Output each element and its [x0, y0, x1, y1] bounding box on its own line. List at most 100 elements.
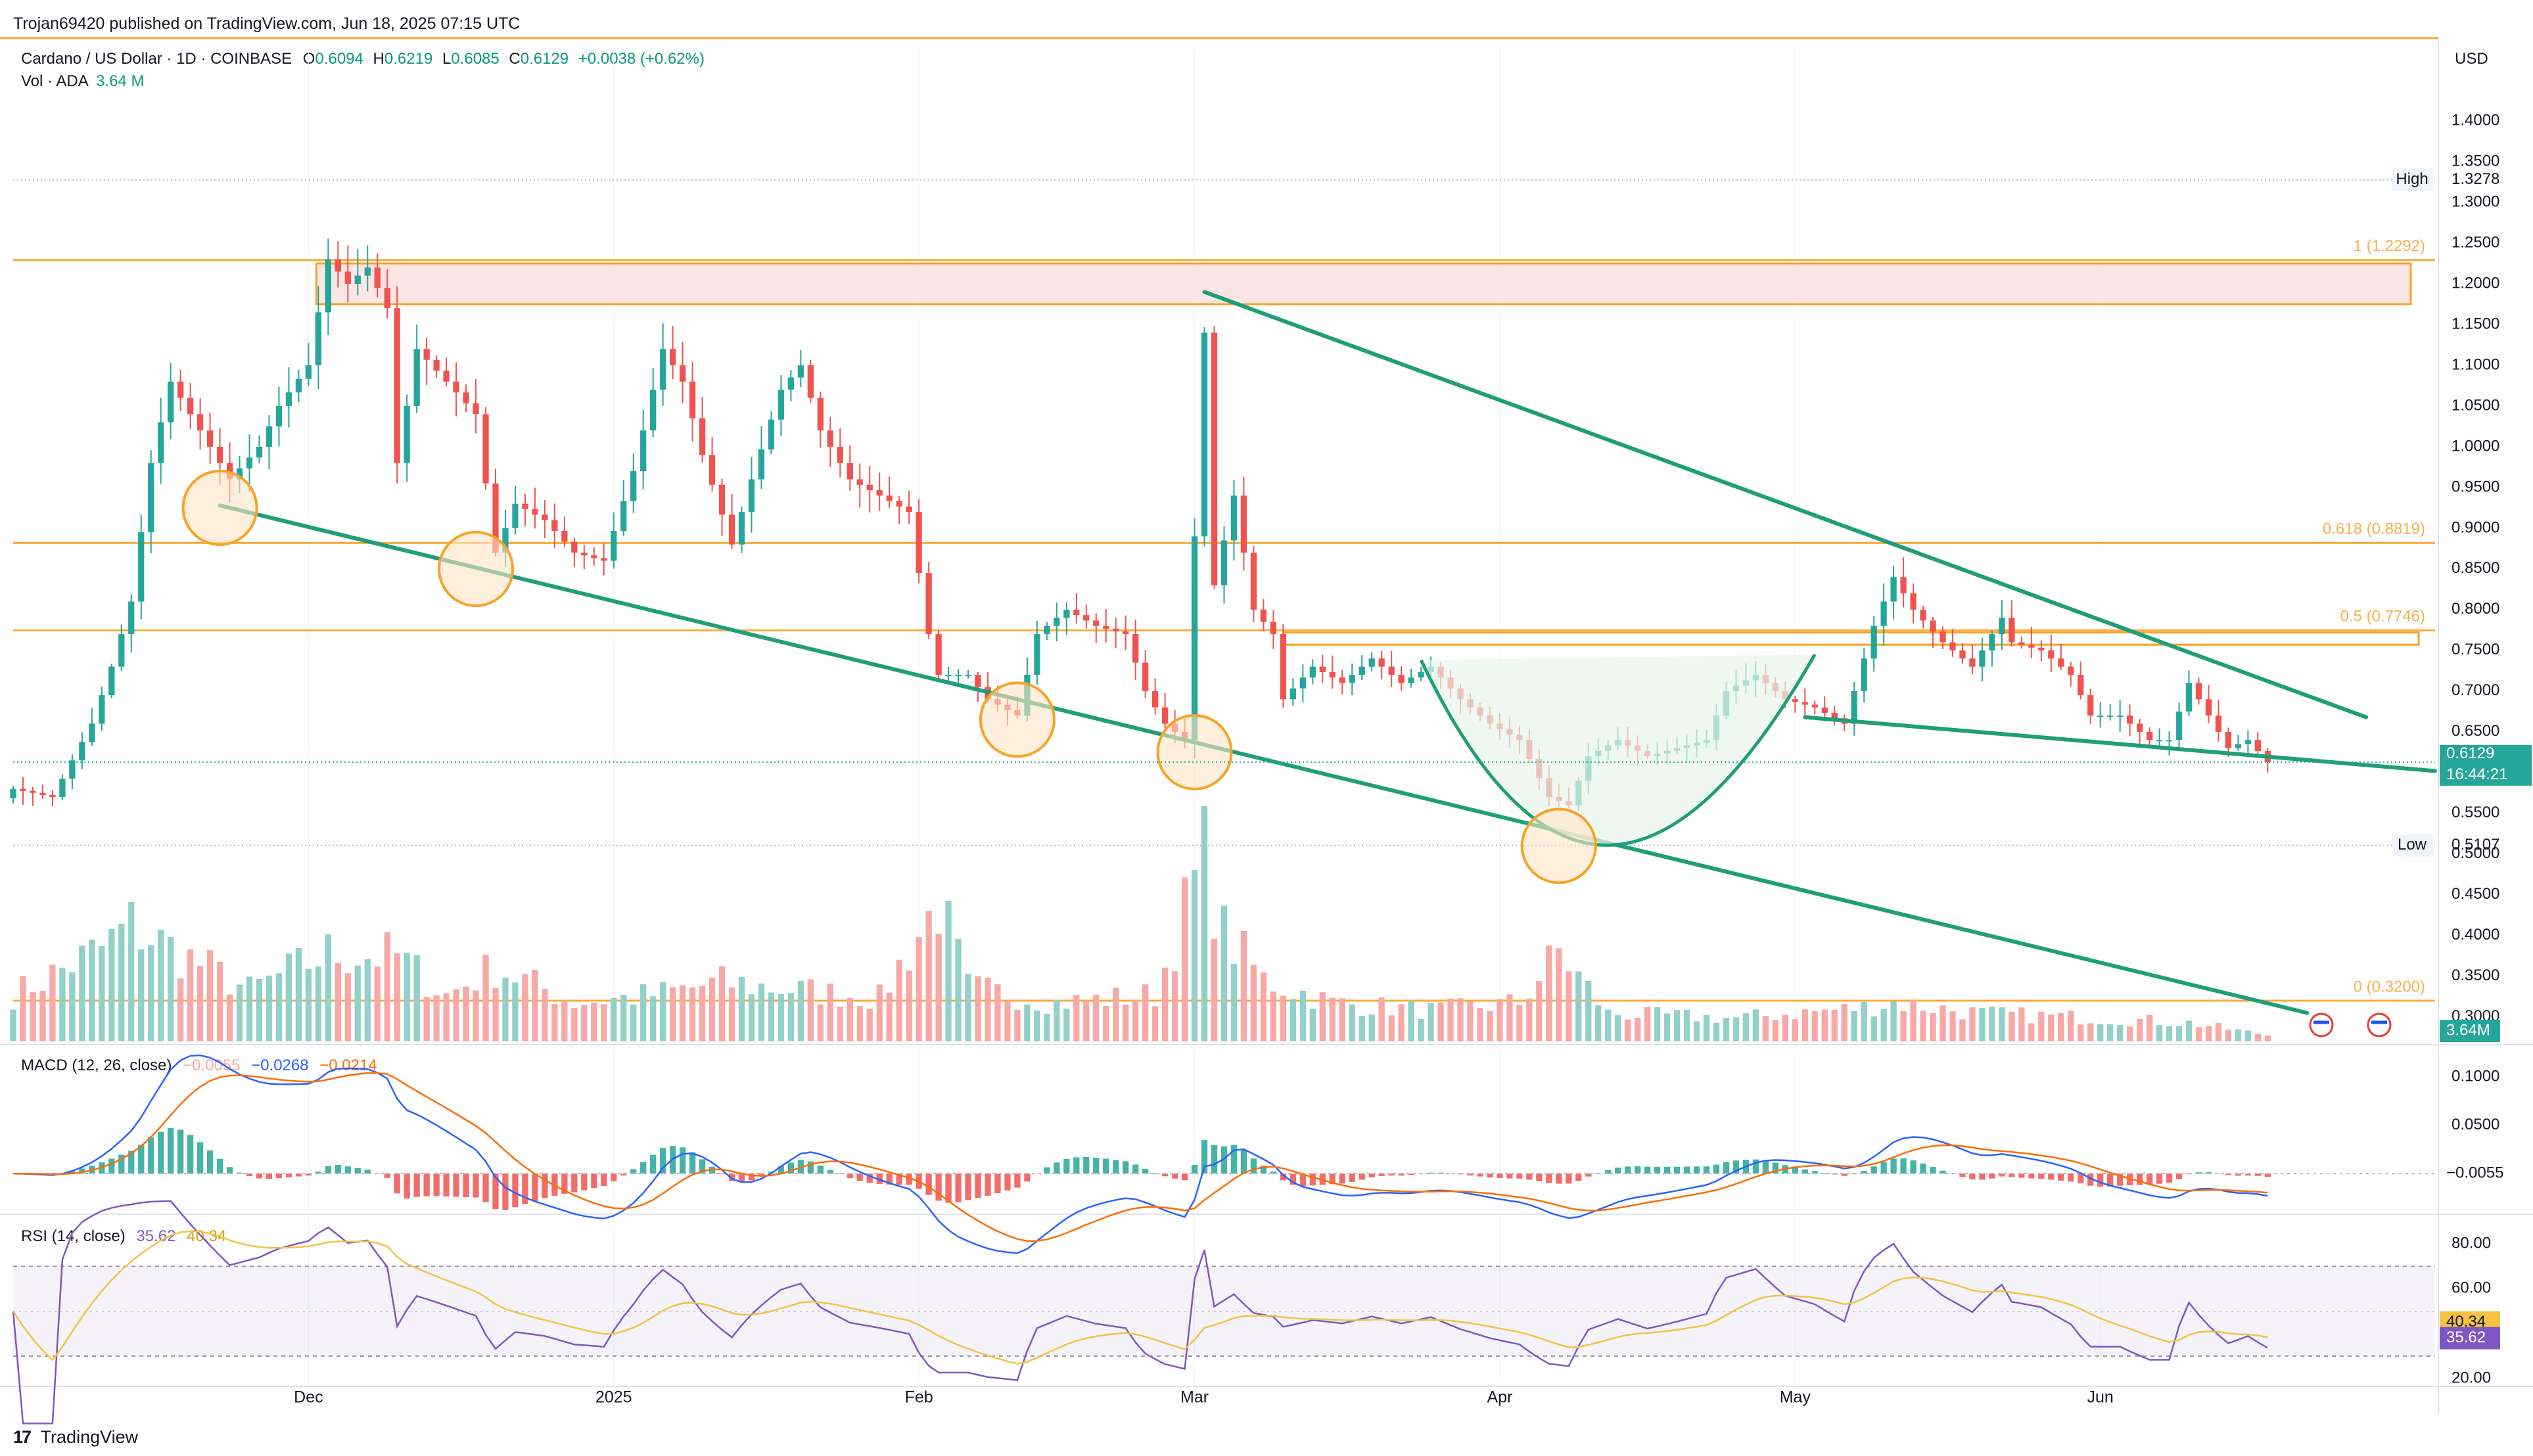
macd-histogram-bar — [847, 1173, 853, 1179]
volume-bar — [206, 950, 214, 1041]
macd-value-badge — [2440, 1162, 2532, 1185]
volume-bar — [1073, 995, 1080, 1041]
candle-body — [1290, 688, 1297, 700]
candle-body — [89, 723, 95, 742]
price-axis-tick: 0.8500 — [2452, 559, 2499, 577]
rsi-axis-tick: 80.00 — [2452, 1234, 2491, 1252]
volume-bar — [985, 977, 991, 1041]
macd-histogram-bar — [1132, 1164, 1139, 1174]
volume-bar — [748, 994, 755, 1041]
time-axis-label: Apr — [1487, 1388, 1512, 1407]
currency-label[interactable]: USD — [2455, 50, 2488, 68]
macd-histogram-bar — [975, 1173, 981, 1198]
candle-body — [1329, 671, 1336, 678]
ohlc-low: 0.6085 — [451, 50, 500, 68]
candle-body — [837, 446, 843, 463]
volume-bar — [994, 984, 1001, 1041]
volume-bar — [1762, 1016, 1769, 1041]
volume-bar — [226, 994, 233, 1041]
candle-body — [1359, 666, 1365, 675]
candle-body — [2009, 618, 2015, 643]
candle-body — [2078, 675, 2084, 696]
macd-histogram-bar — [640, 1162, 647, 1174]
candle-body — [423, 349, 430, 360]
macd-histogram-bar — [1566, 1173, 1572, 1184]
volume-bar — [640, 984, 647, 1041]
volume-bar — [2205, 1026, 2212, 1041]
volume-bar — [2225, 1030, 2232, 1041]
macd-histogram-bar — [935, 1173, 942, 1201]
volume-bar — [1920, 1011, 1926, 1041]
macd-histogram-bar — [1811, 1171, 1818, 1174]
volume-bar — [216, 961, 223, 1041]
candle-body — [236, 468, 243, 480]
volume-bar — [1585, 981, 1592, 1041]
volume-bar — [1635, 1018, 1641, 1041]
candle-body — [669, 349, 676, 365]
candle-body — [118, 634, 125, 667]
candle-body — [354, 275, 361, 284]
volume-bar — [2126, 1026, 2133, 1041]
candle-body — [482, 414, 489, 484]
macd-histogram-bar — [1989, 1173, 1995, 1179]
candle-body — [660, 349, 666, 390]
volume-bar — [1861, 1001, 1867, 1041]
macd-histogram-bar — [2146, 1173, 2153, 1185]
volume-bar — [876, 984, 883, 1041]
candle-body — [1890, 577, 1897, 602]
tradingview-logo[interactable]: 17 TradingView — [13, 1427, 138, 1447]
volume-bar — [1123, 1005, 1129, 1041]
macd-legend: MACD (12, 26, close) −0.0055 −0.0268 −0.… — [21, 1057, 377, 1075]
volume-bar — [571, 1008, 578, 1041]
macd-histogram-bar — [718, 1173, 726, 1174]
volume-bar — [1890, 1001, 1897, 1041]
volume-bar — [620, 994, 627, 1041]
candle-body — [699, 418, 706, 455]
candle-body — [443, 371, 450, 382]
macd-histogram-bar — [679, 1147, 686, 1174]
volume-bar — [1683, 1009, 1690, 1041]
volume-bar — [1693, 1021, 1700, 1041]
fib-level-label: 0.5 (0.7746) — [2340, 608, 2425, 626]
macd-histogram-bar — [1161, 1173, 1169, 1177]
candle-body — [1250, 553, 1257, 610]
volume-bar — [1536, 981, 1543, 1041]
candle-body — [1151, 691, 1159, 708]
candle-body — [394, 308, 400, 463]
macd-histogram-bar — [728, 1173, 735, 1181]
symbol-name[interactable]: Cardano / US Dollar · 1D · COINBASE — [21, 50, 292, 68]
macd-histogram-bar — [482, 1173, 489, 1202]
candle-body — [2215, 716, 2222, 732]
candle-body — [2068, 666, 2074, 675]
candle-body — [2205, 699, 2212, 716]
touch-point-circle — [438, 530, 515, 607]
candle-body — [2195, 683, 2202, 700]
volume-bar — [1250, 965, 1257, 1041]
last-price-countdown: 16:44:21 — [2446, 765, 2507, 783]
volume-bar — [728, 987, 735, 1041]
macd-histogram-bar — [433, 1173, 440, 1196]
volume-bar — [1132, 1000, 1139, 1041]
macd-histogram-bar — [522, 1173, 528, 1204]
macd-histogram-bar — [413, 1173, 420, 1197]
macd-histogram-bar — [561, 1173, 568, 1194]
candle-body — [2097, 716, 2104, 717]
volume-bar — [856, 1006, 863, 1041]
rsi-ma-line — [12, 1230, 2268, 1365]
candle-body — [2087, 695, 2094, 716]
macd-histogram-bar — [994, 1173, 1001, 1193]
macd-histogram-bar — [295, 1173, 302, 1177]
price-marker-label: High — [2396, 170, 2428, 188]
macd-histogram-bar — [866, 1173, 873, 1183]
candle-body — [2058, 658, 2064, 667]
volume-bar — [1989, 1007, 1995, 1041]
candle-body — [571, 541, 578, 553]
candle-body — [827, 430, 833, 447]
macd-histogram-bar — [138, 1145, 145, 1174]
candle-body — [640, 430, 647, 472]
macd-axis-tick: 0.1000 — [2452, 1067, 2499, 1085]
volume-bar — [2156, 1025, 2163, 1041]
candle-body — [453, 381, 459, 393]
volume-bar — [551, 1003, 558, 1041]
